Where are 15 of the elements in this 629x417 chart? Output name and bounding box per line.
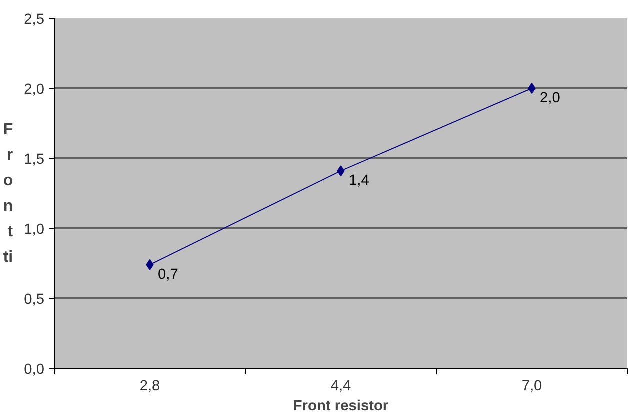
x-axis-title: Front resistor: [293, 398, 389, 414]
y-tick-label: 2,0: [24, 82, 44, 98]
y-tick-label: 1,0: [24, 222, 44, 238]
x-tick-label: 2,8: [140, 378, 160, 394]
y-tick-label: 0,5: [24, 292, 44, 308]
y-axis-title: F r o n t ti: [3, 121, 14, 266]
y-tick-label: 0,0: [24, 362, 44, 378]
y-tick-label: 2,5: [24, 12, 44, 28]
y-tick-label: 1,5: [24, 152, 44, 168]
data-label: 1,4: [349, 173, 370, 190]
data-label: 2,0: [540, 90, 560, 106]
point: [528, 83, 536, 94]
data-label: 0,7: [158, 266, 178, 283]
x-tick-label: 7,0: [522, 378, 542, 394]
x-tick-label: 4,4: [330, 378, 352, 394]
